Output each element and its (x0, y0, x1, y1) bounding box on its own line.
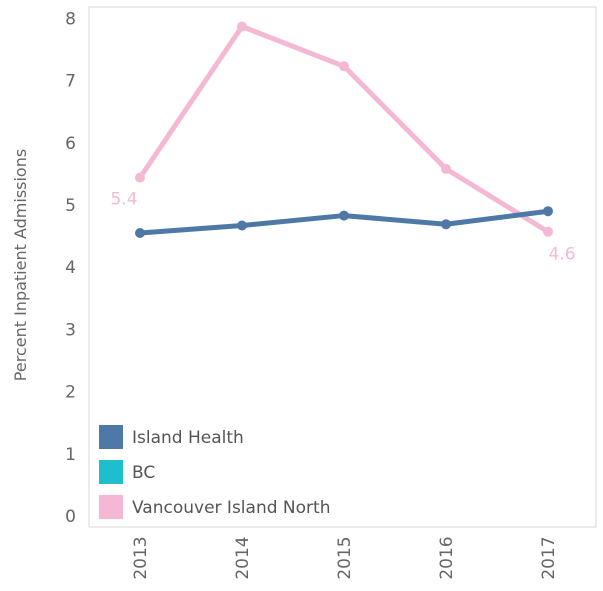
legend-label: BC (132, 463, 155, 483)
legend-label: Vancouver Island North (132, 498, 330, 518)
legend-label: Island Health (132, 428, 244, 448)
series-layer (135, 21, 553, 238)
y-axis-label: Percent Inpatient Admissions (11, 149, 30, 381)
data-label: 5.4 (110, 190, 137, 210)
y-tick-label: 7 (65, 72, 76, 92)
plot-area-border (88, 6, 597, 528)
y-tick-label: 6 (65, 134, 76, 154)
data-point (135, 227, 145, 238)
y-tick-label: 5 (65, 196, 76, 216)
data-point (441, 219, 451, 230)
y-axis-ticks: 0 1 2 3 4 5 6 7 8 (65, 9, 76, 527)
y-tick-label: 2 (65, 383, 76, 403)
data-point (135, 172, 145, 183)
x-tick-label: 2017 (539, 536, 559, 579)
series-line (137, 23, 551, 235)
data-point (339, 210, 349, 221)
x-axis-ticks: 2013 2014 2015 2016 2017 (131, 536, 559, 579)
data-point (237, 220, 247, 231)
legend: Island Health BC Vancouver Island North (99, 425, 330, 519)
data-point (441, 163, 451, 174)
data-label: 4.6 (548, 245, 575, 265)
data-point (237, 21, 247, 32)
legend-swatch (99, 460, 123, 484)
y-tick-label: 8 (65, 9, 76, 29)
y-tick-label: 3 (65, 320, 76, 340)
x-tick-label: 2014 (233, 536, 253, 579)
legend-swatch (99, 425, 123, 449)
y-tick-label: 4 (65, 258, 76, 278)
legend-swatch (99, 495, 123, 519)
data-point (543, 226, 553, 237)
y-tick-label: 1 (65, 445, 76, 465)
x-tick-label: 2013 (131, 536, 151, 579)
x-tick-label: 2016 (437, 536, 457, 579)
data-point (543, 206, 553, 217)
y-tick-label: 0 (65, 507, 76, 527)
data-point (339, 61, 349, 72)
data-labels: 5.4 4.6 (110, 190, 575, 265)
x-tick-label: 2015 (335, 536, 355, 579)
